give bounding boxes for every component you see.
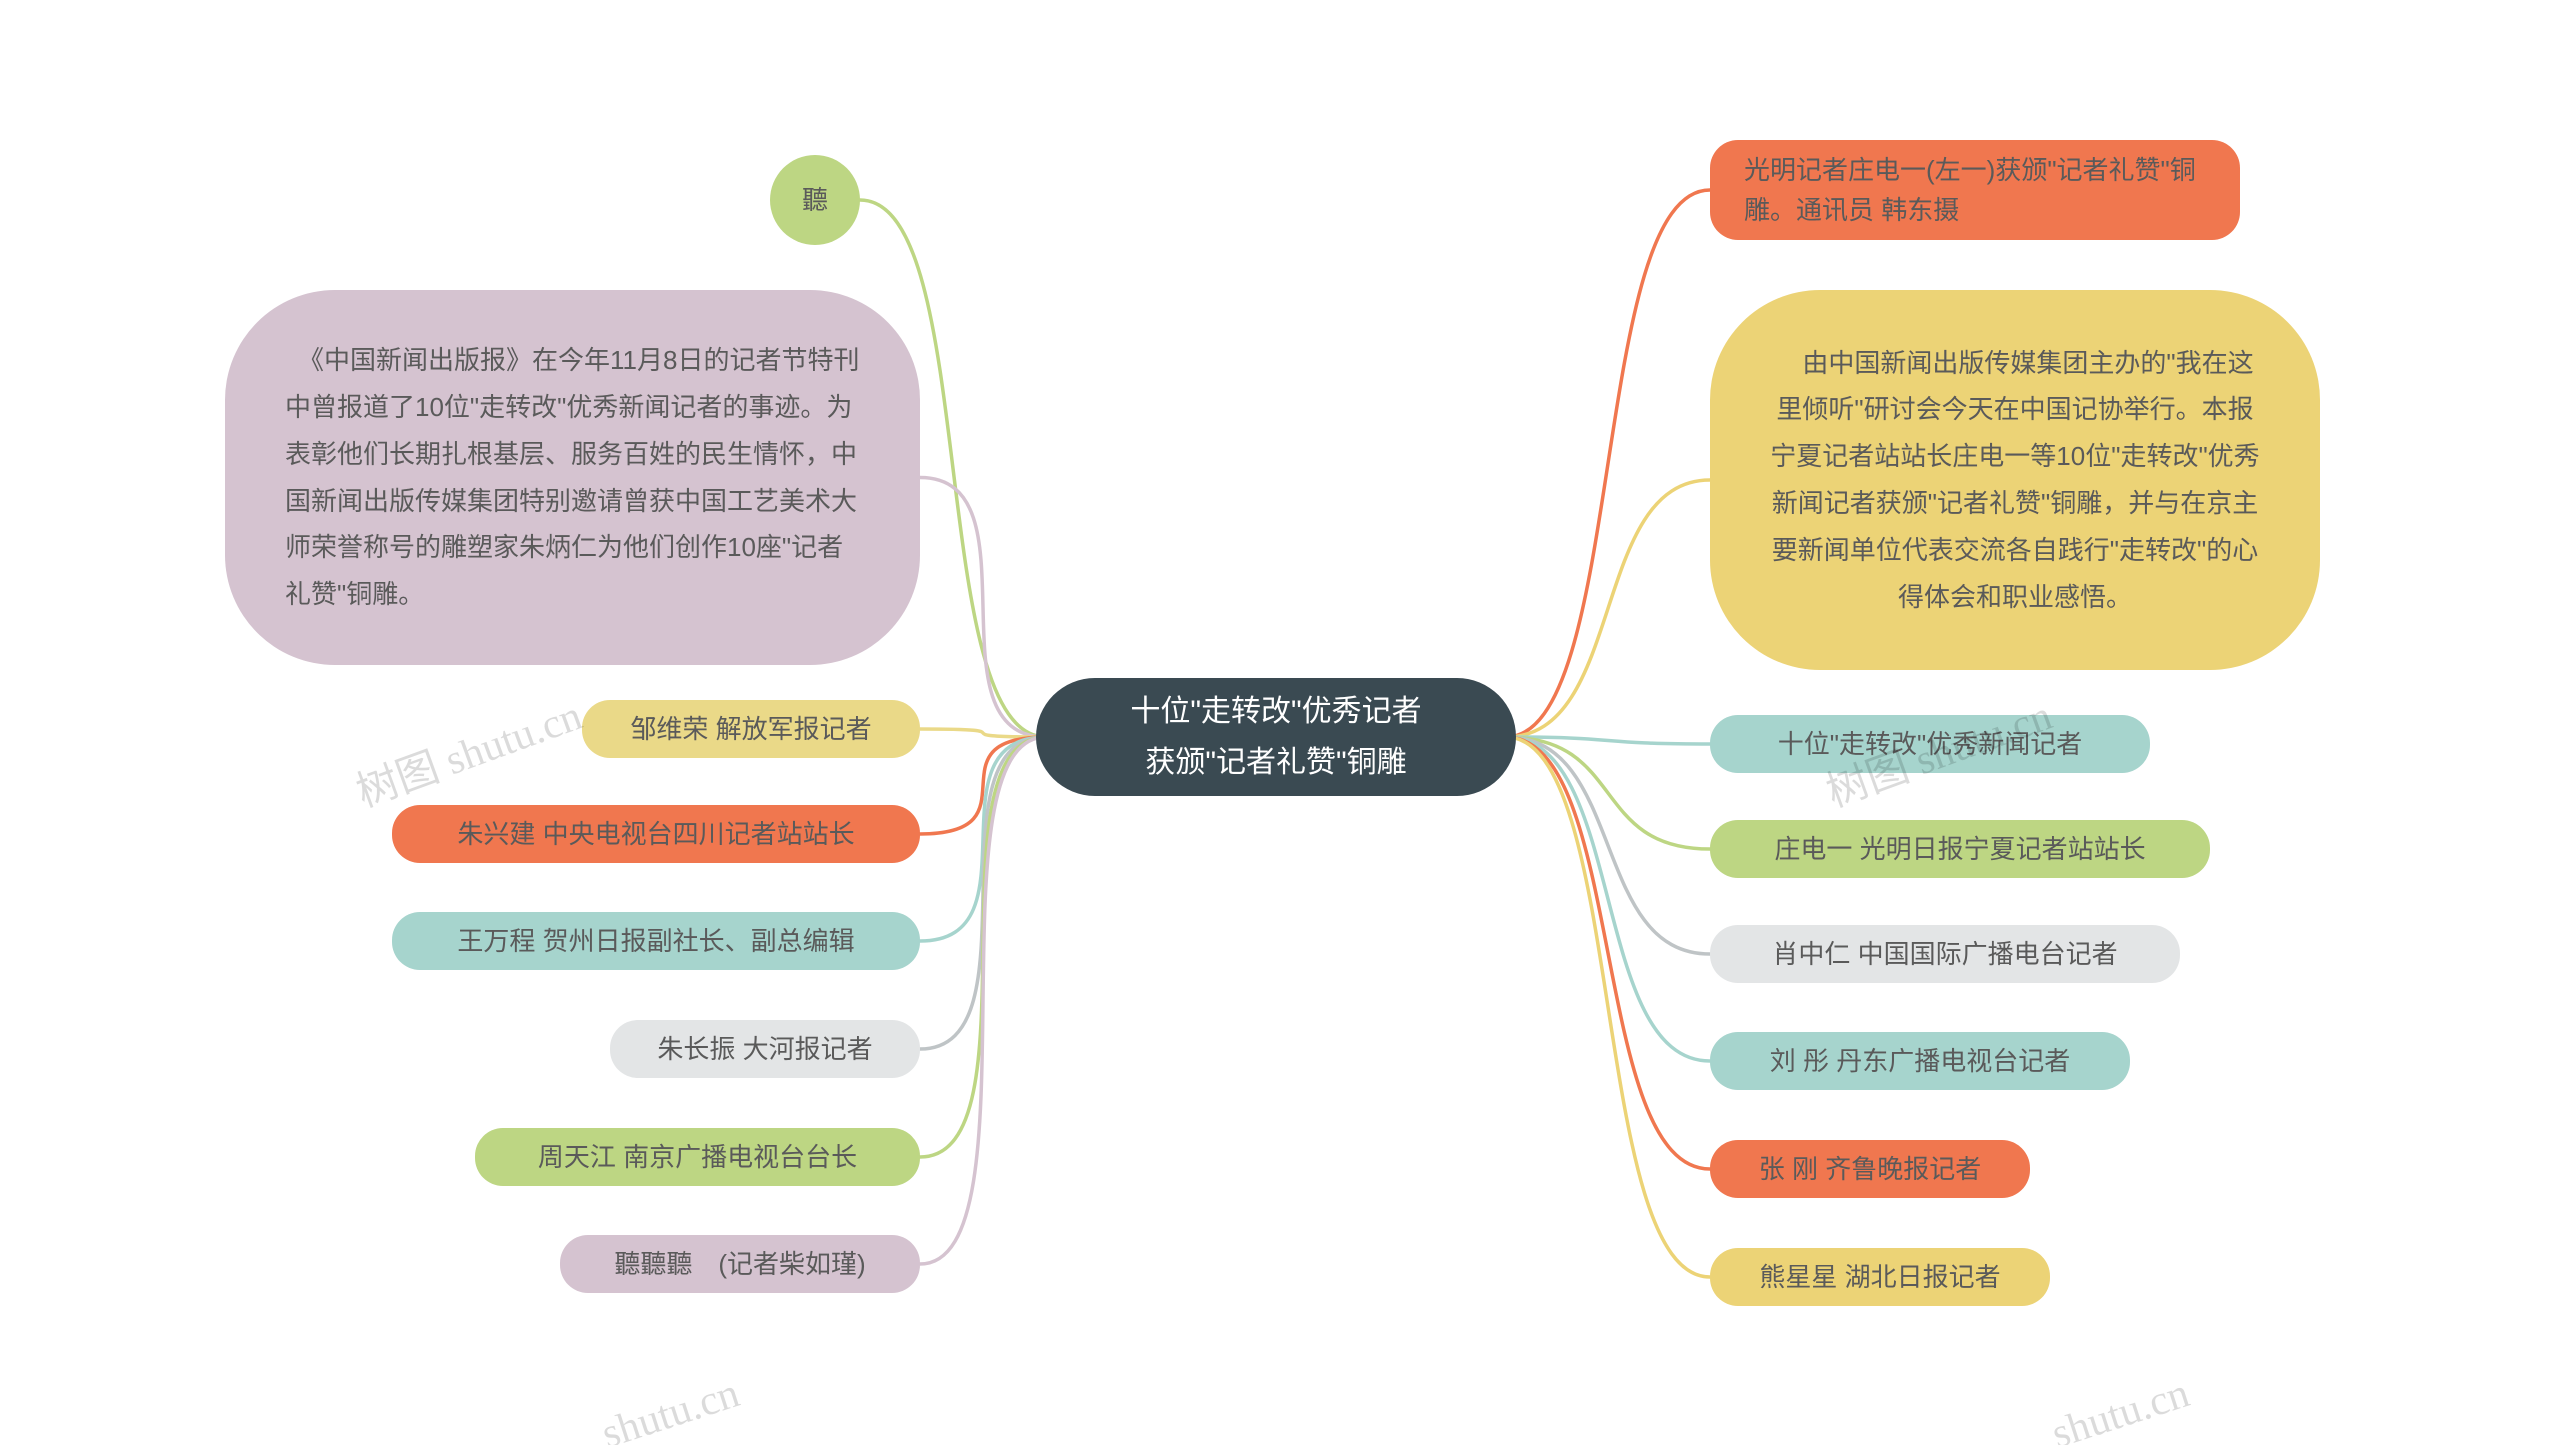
node-label: 聽 [802, 180, 828, 220]
watermark: shutu.cn [596, 1369, 745, 1445]
left-node-0[interactable]: 聽 [770, 155, 860, 245]
left-node-4[interactable]: 王万程 贺州日报副社长、副总编辑 [392, 912, 920, 970]
right-node-0[interactable]: 光明记者庄电一(左一)获颁"记者礼赞"铜雕。通讯员 韩东摄 [1710, 140, 2240, 240]
right-node-5[interactable]: 刘 彤 丹东广播电视台记者 [1710, 1032, 2130, 1090]
node-label: 肖中仁 中国国际广播电台记者 [1772, 934, 2117, 974]
node-label: 由中国新闻出版传媒集团主办的"我在这里倾听"研讨会今天在中国记协举行。本报宁夏记… [1770, 340, 2260, 621]
watermark: shutu.cn [2046, 1369, 2195, 1445]
mindmap-canvas: { "diagram": { "type": "mindmap", "canva… [0, 0, 2560, 1445]
right-node-3[interactable]: 庄电一 光明日报宁夏记者站站长 [1710, 820, 2210, 878]
left-node-6[interactable]: 周天江 南京广播电视台台长 [475, 1128, 920, 1186]
node-label: 王万程 贺州日报副社长、副总编辑 [457, 921, 854, 961]
right-node-1[interactable]: 由中国新闻出版传媒集团主办的"我在这里倾听"研讨会今天在中国记协举行。本报宁夏记… [1710, 290, 2320, 670]
right-node-7[interactable]: 熊星星 湖北日报记者 [1710, 1248, 2050, 1306]
node-label: 熊星星 湖北日报记者 [1759, 1257, 2000, 1297]
node-label: 十位"走转改"优秀新闻记者 [1778, 724, 2082, 764]
center-node[interactable]: 十位"走转改"优秀记者 获颁"记者礼赞"铜雕 [1036, 678, 1516, 796]
left-node-3[interactable]: 朱兴建 中央电视台四川记者站站长 [392, 805, 920, 863]
left-node-5[interactable]: 朱长振 大河报记者 [610, 1020, 920, 1078]
right-node-6[interactable]: 张 刚 齐鲁晚报记者 [1710, 1140, 2030, 1198]
node-label: 朱长振 大河报记者 [657, 1029, 872, 1069]
center-line1: 十位"走转改"优秀记者 [1130, 686, 1421, 737]
node-label: 刘 彤 丹东广播电视台记者 [1770, 1041, 2070, 1081]
left-node-1[interactable]: 《中国新闻出版报》在今年11月8日的记者节特刊中曾报道了10位"走转改"优秀新闻… [225, 290, 920, 665]
node-label: 张 刚 齐鲁晚报记者 [1759, 1149, 1981, 1189]
center-line2: 获颁"记者礼赞"铜雕 [1130, 737, 1421, 788]
node-label: 朱兴建 中央电视台四川记者站站长 [457, 814, 854, 854]
watermark: 树图 shutu.cn [347, 682, 589, 820]
left-node-2[interactable]: 邹维荣 解放军报记者 [582, 700, 920, 758]
left-node-7[interactable]: 聽聽聽 (记者柴如瑾) [560, 1235, 920, 1293]
right-node-4[interactable]: 肖中仁 中国国际广播电台记者 [1710, 925, 2180, 983]
node-label: 邹维荣 解放军报记者 [630, 709, 871, 749]
node-label: 光明记者庄电一(左一)获颁"记者礼赞"铜雕。通讯员 韩东摄 [1744, 150, 2206, 231]
node-label: 聽聽聽 (记者柴如瑾) [614, 1244, 865, 1284]
node-label: 庄电一 光明日报宁夏记者站站长 [1774, 829, 2145, 869]
node-label: 《中国新闻出版报》在今年11月8日的记者节特刊中曾报道了10位"走转改"优秀新闻… [285, 337, 860, 618]
node-label: 周天江 南京广播电视台台长 [538, 1137, 857, 1177]
right-node-2[interactable]: 十位"走转改"优秀新闻记者 [1710, 715, 2150, 773]
